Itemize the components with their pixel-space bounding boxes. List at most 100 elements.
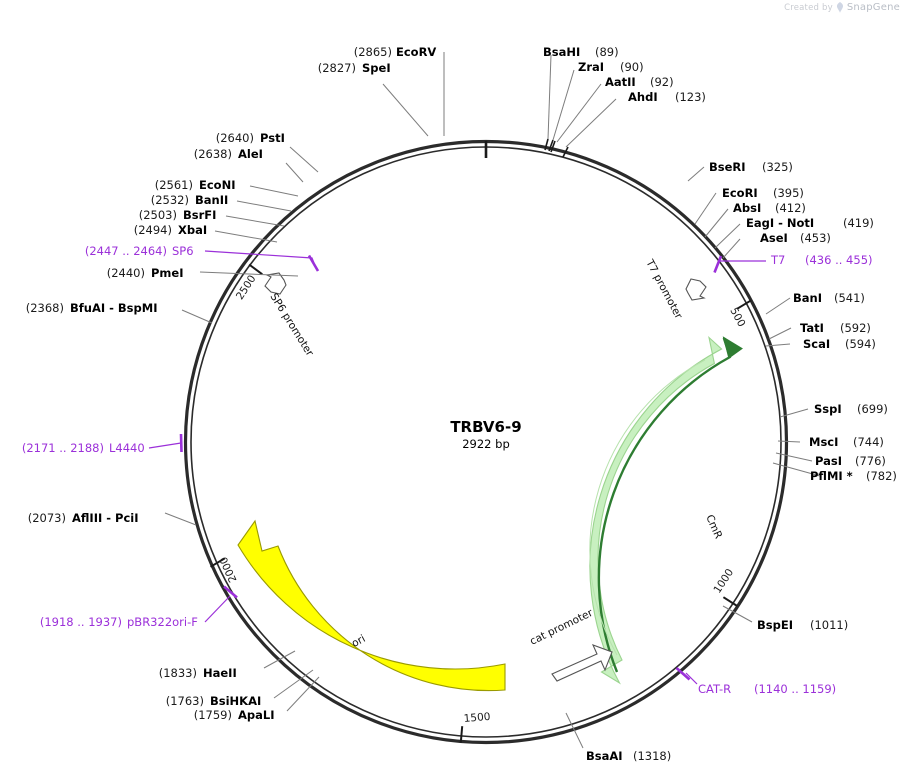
label-name: BfuAI - BspMI — [70, 301, 157, 315]
label-ahdi[interactable]: AhdI (123) — [628, 90, 706, 104]
label-name: BsaAI — [586, 749, 623, 763]
label-pos: (419) — [843, 216, 874, 230]
label-name: XbaI — [178, 223, 207, 237]
label-scai[interactable]: ScaI (594) — [803, 337, 876, 351]
feature-label-cat-promoter: cat promoter — [528, 607, 595, 648]
label-bsaai[interactable]: BsaAI (1318) — [586, 749, 671, 763]
watermark-brand: SnapGene — [846, 2, 900, 13]
label-econi[interactable]: (2561) EcoNI — [155, 178, 236, 192]
label-aatii[interactable]: AatII (92) — [605, 75, 674, 89]
label-name: BanII — [195, 193, 228, 207]
label-pos: (2494) — [134, 223, 172, 237]
feature-label-sp6-promoter: SP6 promoter — [267, 291, 316, 359]
label-pos: (1318) — [633, 749, 671, 763]
label-primer-sp6[interactable]: (2447 .. 2464) SP6 — [85, 244, 194, 258]
label-pos: (1011) — [810, 618, 848, 632]
label-bsrfi[interactable]: (2503) BsrFI — [139, 208, 217, 222]
label-sspi[interactable]: SspI (699) — [814, 402, 888, 416]
label-primer-cat-r[interactable]: CAT-R (1140 .. 1159) — [698, 682, 836, 696]
label-primer-pbr322ori-f[interactable]: (1918 .. 1937) pBR322ori-F — [40, 615, 198, 629]
label-pos: (541) — [834, 291, 865, 305]
label-pos: (2368) — [26, 301, 64, 315]
label-banii[interactable]: (2532) BanII — [151, 193, 229, 207]
t7-promoter-arrow — [685, 278, 707, 301]
label-absi[interactable]: AbsI (412) — [733, 201, 806, 215]
label-bspei[interactable]: BspEI (1011) — [757, 618, 848, 632]
label-bani[interactable]: BanI (541) — [793, 291, 865, 305]
label-name: ZraI — [578, 60, 604, 74]
label-asei[interactable]: AseI (453) — [760, 231, 831, 245]
label-alei[interactable]: (2638) AleI — [194, 147, 263, 161]
label-msci[interactable]: MscI (744) — [809, 435, 884, 449]
label-name: SspI — [814, 402, 842, 416]
tick-label-2500: 2500 — [234, 273, 259, 302]
label-name: AflIII - PciI — [72, 511, 139, 525]
label-spei[interactable]: (2827) SpeI — [318, 61, 391, 75]
label-name: EcoRI — [722, 186, 758, 200]
label-name: AseI — [760, 231, 788, 245]
feature-sp6-promoter[interactable]: SP6 promoter — [264, 272, 316, 359]
feature-label-t7-promoter: T7 promoter — [643, 257, 685, 322]
label-name: SpeI — [362, 61, 391, 75]
label-pos: (2073) — [28, 511, 66, 525]
primer-range: (1140 .. 1159) — [754, 682, 836, 696]
primer-range: (2447 .. 2464) — [85, 244, 167, 258]
label-pos: (1759) — [194, 708, 232, 722]
label-primer-l4440[interactable]: (2171 .. 2188) L4440 — [22, 441, 145, 455]
label-pos: (699) — [857, 402, 888, 416]
label-ecorv[interactable]: (2865) EcoRV — [354, 45, 437, 59]
label-bsahi[interactable]: BsaHI (89) — [543, 45, 619, 59]
feature-cmr[interactable]: CmR — [589, 335, 900, 685]
primer-name: T7 — [770, 253, 785, 267]
ori-arrow-body — [237, 519, 506, 692]
label-pos: (123) — [675, 90, 706, 104]
label-zrai[interactable]: ZraI (90) — [578, 60, 644, 74]
label-bseri[interactable]: BseRI (325) — [709, 160, 793, 174]
cat-promoter-arrow — [551, 644, 613, 682]
label-pasi[interactable]: PasI (776) — [815, 454, 886, 468]
label-pmei[interactable]: (2440) PmeI — [107, 266, 184, 280]
label-name: EcoNI — [199, 178, 235, 192]
label-name: BsrFI — [183, 208, 216, 222]
feature-label-ori: ori — [350, 633, 368, 650]
label-pos: (2640) — [216, 131, 254, 145]
leader-lines — [148, 52, 821, 749]
label-pos: (782) — [866, 469, 897, 483]
label-xbai[interactable]: (2494) XbaI — [134, 223, 207, 237]
label-pos: (2561) — [155, 178, 193, 192]
label-psti[interactable]: (2640) PstI — [216, 131, 285, 145]
label-name: BspEI — [757, 618, 793, 632]
label-pos: (776) — [855, 454, 886, 468]
label-name: EcoRV — [396, 45, 436, 59]
label-eagi-noti[interactable]: EagI - NotI (419) — [746, 216, 874, 230]
label-pflmi[interactable]: PflMI * (782) — [810, 469, 897, 483]
label-pos: (744) — [853, 435, 884, 449]
label-tati[interactable]: TatI (592) — [800, 321, 871, 335]
label-pos: (453) — [800, 231, 831, 245]
label-pos: (1763) — [166, 694, 204, 708]
label-name: PmeI — [151, 266, 184, 280]
label-ecori[interactable]: EcoRI (395) — [722, 186, 804, 200]
feature-t7-promoter[interactable]: T7 promoter — [643, 257, 707, 322]
feature-ori[interactable]: ori — [237, 519, 506, 692]
feature-label-cmr: CmR — [703, 513, 724, 541]
label-primer-t7[interactable]: T7 (436 .. 455) — [770, 253, 873, 267]
cmr-arrow-body — [589, 335, 723, 685]
cmr-arrow-outline — [597, 337, 740, 673]
label-afliii-pcii[interactable]: (2073) AflIII - PciI — [28, 511, 139, 525]
snapgene-watermark: Created by SnapGene — [784, 2, 900, 13]
label-pos: (592) — [840, 321, 871, 335]
watermark-created-by: Created by — [784, 2, 833, 13]
label-bsihkai[interactable]: (1763) BsiHKAI — [166, 694, 262, 708]
label-pos: (1833) — [159, 666, 197, 680]
label-bfuai-bspmi[interactable]: (2368) BfuAI - BspMI — [26, 301, 158, 315]
cmr-arrow-head — [722, 336, 743, 359]
primer-range: (2171 .. 2188) — [22, 441, 104, 455]
label-apali[interactable]: (1759) ApaLI — [194, 708, 275, 722]
label-pos: (2503) — [139, 208, 177, 222]
primer-name: pBR322ori-F — [127, 615, 198, 629]
label-name: AhdI — [628, 90, 658, 104]
label-haeii[interactable]: (1833) HaeII — [159, 666, 237, 680]
